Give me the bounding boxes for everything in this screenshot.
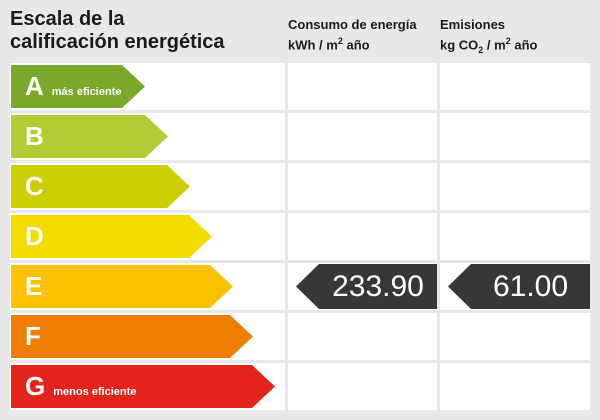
rating-pointer-emisiones: 61.00 [448,264,590,309]
scale-letter-b: B [25,121,44,151]
scale-cell-e: E [10,263,285,310]
emisiones-unit-superscript: 2 [505,36,511,46]
emisiones-cell-c [440,163,590,210]
consumo-cell-a [288,63,437,110]
emisiones-column-header: Emisiones kg CO2 / m2 año [440,16,590,59]
emisiones-cell-g [440,363,590,410]
rating-pointer-consumo: 233.90 [296,264,437,309]
scale-row-f: F [0,313,600,360]
page-title-line1: Escala de la [10,8,125,30]
scale-cell-c: C [10,163,285,210]
consumo-header-unit: kWh / m2 año [288,36,370,53]
scale-arrow-b: B [11,115,168,158]
scale-arrow-a: A más eficiente [11,65,145,108]
scale-arrow-e: E [11,265,233,308]
page-title: Escala de la calificación energética [10,8,225,54]
emisiones-cell-e: 61.00 [440,263,590,310]
consumo-unit-superscript: 2 [337,36,343,46]
scale-row-d: D [0,213,600,260]
scale-cell-g: G menos eficiente [10,363,285,410]
scale-row-e: E 233.90 61.00 [0,263,600,310]
most-efficient-note: más eficiente [51,86,122,98]
scale-cell-b: B [10,113,285,160]
emisiones-header-unit: kg CO2 / m2 año [440,36,538,55]
scale-row-c: C [0,163,600,210]
scale-letter-c: C [25,171,44,201]
consumo-cell-f [288,313,437,360]
scale-letter-g: G [25,371,46,401]
scale-cell-d: D [10,213,285,260]
emisiones-cell-b [440,113,590,160]
scale-letter-a: A [25,71,44,101]
scale-arrow-g: G menos eficiente [11,365,275,408]
scale-cell-a: A más eficiente [10,63,285,110]
scale-letter-d: D [25,221,44,251]
consumo-cell-c [288,163,437,210]
page-title-line2: calificación energética [10,31,225,53]
consumo-cell-e: 233.90 [288,263,437,310]
scale-row-b: B [0,113,600,160]
consumo-cell-g [288,363,437,410]
emisiones-cell-f [440,313,590,360]
scale-arrow-f: F [11,315,253,358]
emisiones-header-title: Emisiones [440,17,506,32]
scale-letter-e: E [25,271,43,301]
consumo-cell-b [288,113,437,160]
emisiones-cell-a [440,63,590,110]
scale-row-g: G menos eficiente [0,363,600,410]
consumo-column-header: Consumo de energía kWh / m2 año [288,16,438,53]
scale-arrow-d: D [11,215,212,258]
least-efficient-note: menos eficiente [53,386,137,398]
scale-cell-f: F [10,313,285,360]
consumo-header-title: Consumo de energía [288,17,417,32]
consumo-value: 233.90 [332,269,424,303]
scale-letter-f: F [25,321,41,351]
emisiones-value: 61.00 [492,269,569,303]
scale-row-a: A más eficiente [0,63,600,110]
scale-arrow-c: C [11,165,190,208]
consumo-cell-d [288,213,437,260]
emisiones-unit-subscript: 2 [478,44,484,55]
emisiones-cell-d [440,213,590,260]
